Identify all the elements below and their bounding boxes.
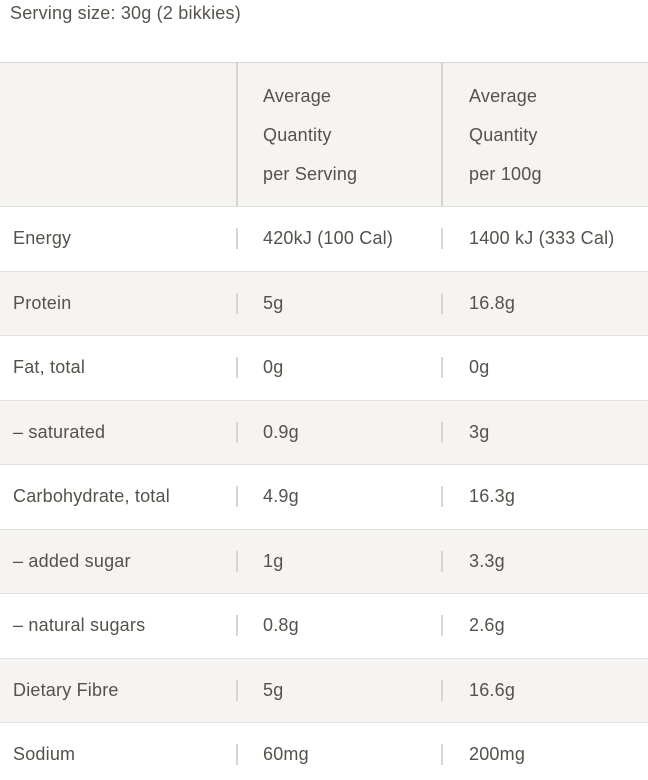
per-serving-value: 60mg [236, 744, 441, 766]
nutrition-table: Average Quantity per Serving Average Qua… [0, 62, 648, 780]
per-serving-value: 5g [236, 679, 441, 701]
per-100g-value: 200mg [441, 744, 648, 766]
table-row: – added sugar 1g 3.3g [0, 528, 648, 593]
table-row: Dietary Fibre 5g 16.6g [0, 657, 648, 722]
nutrient-label: Energy [13, 228, 72, 249]
nutrient-label: Sodium [13, 744, 76, 765]
per-100g-value: 1400 kJ (333 Cal) [441, 228, 648, 250]
table-row: Carbohydrate, total 4.9g 16.3g [0, 464, 648, 529]
header-per-100g: Average Quantity per 100g [441, 63, 648, 206]
table-row: Protein 5g 16.8g [0, 270, 648, 335]
per-100g-value: 16.3g [441, 486, 648, 508]
table-body: Energy 420kJ (100 Cal) 1400 kJ (333 Cal)… [0, 206, 648, 780]
nutrient-label: – natural sugars [13, 615, 146, 636]
header-per-100g-line-3: per 100g [469, 164, 542, 184]
per-serving-value: 1g [236, 550, 441, 572]
table-row: – saturated 0.9g 3g [0, 399, 648, 464]
per-serving-value: 420kJ (100 Cal) [236, 228, 441, 250]
table-row: – natural sugars 0.8g 2.6g [0, 593, 648, 658]
per-100g-value: 3g [441, 421, 648, 443]
header-per-serving: Average Quantity per Serving [236, 63, 441, 206]
header-label-column [0, 63, 236, 206]
header-per-serving-line-3: per Serving [263, 164, 358, 184]
nutrient-label: – added sugar [13, 550, 131, 571]
table-row: Sodium 60mg 200mg [0, 722, 648, 780]
per-serving-value: 4.9g [236, 486, 441, 508]
per-100g-value: 3.3g [441, 550, 648, 572]
per-serving-value: 0g [236, 357, 441, 379]
serving-size-text: Serving size: 30g (2 bikkies) [10, 3, 241, 23]
table-header-row: Average Quantity per Serving Average Qua… [0, 62, 648, 206]
header-per-serving-line-2: Quantity [263, 125, 332, 145]
per-serving-value: 0.8g [236, 615, 441, 637]
nutrient-label: – saturated [13, 421, 106, 442]
per-serving-value: 0.9g [236, 421, 441, 443]
per-100g-value: 2.6g [441, 615, 648, 637]
header-per-100g-line-1: Average [469, 86, 538, 106]
nutrient-label: Dietary Fibre [13, 679, 119, 700]
nutrient-label: Fat, total [13, 357, 86, 378]
per-100g-value: 16.8g [441, 292, 648, 314]
table-row: Fat, total 0g 0g [0, 335, 648, 400]
per-100g-value: 0g [441, 357, 648, 379]
per-serving-value: 5g [236, 292, 441, 314]
nutrient-label: Carbohydrate, total [13, 486, 170, 507]
nutrient-label: Protein [13, 292, 72, 313]
header-per-serving-line-1: Average [263, 86, 332, 106]
per-100g-value: 16.6g [441, 679, 648, 701]
table-row: Energy 420kJ (100 Cal) 1400 kJ (333 Cal) [0, 206, 648, 271]
header-per-100g-line-2: Quantity [469, 125, 538, 145]
